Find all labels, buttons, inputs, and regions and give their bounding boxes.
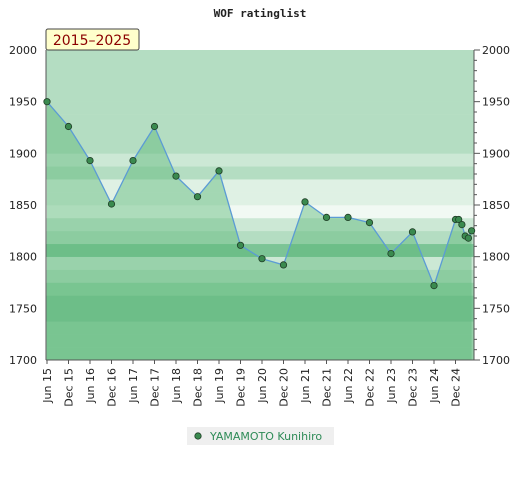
rating-point bbox=[172, 172, 180, 180]
y-tick-label-right: 2000 bbox=[482, 44, 510, 57]
x-tick-label: Dec 22 bbox=[364, 368, 377, 407]
rating-point bbox=[150, 122, 159, 131]
x-tick-label: Dec 15 bbox=[63, 368, 76, 407]
axes: 1700 1700 1750 1750 1800 1800 1850 1850 1900 1900… bbox=[9, 44, 510, 407]
x-tick-label: Jun 22 bbox=[342, 368, 355, 404]
x-tick-label: Jun 23 bbox=[385, 368, 398, 404]
background-band bbox=[46, 62, 474, 77]
x-tick-label: Jun 19 bbox=[213, 368, 226, 404]
x-tick-label: Jun 18 bbox=[170, 368, 183, 404]
legend-series-name: YAMAMOTO Kunihiro bbox=[209, 430, 322, 443]
x-tick-label: Jun 16 bbox=[84, 368, 97, 404]
background-band bbox=[46, 114, 474, 128]
rating-markers bbox=[43, 98, 476, 290]
rating-point bbox=[344, 213, 352, 221]
x-tick-label: Jun 24 bbox=[428, 368, 441, 404]
rating-point bbox=[258, 255, 266, 263]
chart-title: WOF ratinglist bbox=[214, 7, 307, 20]
rating-point bbox=[467, 227, 476, 235]
rating-point bbox=[430, 281, 438, 290]
background-band bbox=[46, 166, 474, 180]
background-band bbox=[46, 205, 474, 219]
rating-point bbox=[193, 193, 202, 201]
background-band bbox=[46, 334, 474, 348]
x-tick-label: Jun 21 bbox=[299, 368, 312, 404]
y-tick-label-right: 1950 bbox=[482, 96, 510, 109]
y-tick-label-left: 1850 bbox=[9, 199, 37, 212]
rating-point bbox=[365, 219, 374, 227]
background-band bbox=[46, 321, 474, 335]
rating-area-fill bbox=[47, 101, 472, 360]
x-tick-label: Dec 20 bbox=[278, 368, 291, 407]
background-band bbox=[46, 101, 474, 115]
rating-point bbox=[455, 215, 463, 224]
x-tick-label: Dec 23 bbox=[407, 368, 420, 407]
rating-point bbox=[215, 167, 223, 175]
rating-point bbox=[301, 198, 309, 206]
background-band bbox=[46, 269, 474, 283]
background-bands bbox=[46, 50, 474, 361]
rating-point bbox=[464, 234, 472, 242]
legend-marker bbox=[194, 432, 202, 440]
background-band bbox=[46, 88, 474, 102]
background-band bbox=[46, 127, 474, 141]
rating-point bbox=[107, 200, 116, 208]
x-tick-label: Dec 19 bbox=[235, 368, 248, 407]
background-band bbox=[46, 230, 474, 245]
x-tick-label: Dec 18 bbox=[192, 368, 205, 407]
period-badge-box bbox=[45, 28, 140, 51]
rating-point bbox=[387, 250, 395, 258]
period-badge: 2015–2025 bbox=[45, 28, 140, 51]
rating-point bbox=[458, 221, 466, 229]
y-tick-label-left: 2000 bbox=[9, 44, 37, 57]
background-band bbox=[46, 282, 474, 296]
x-tick-label: Jun 17 bbox=[127, 368, 140, 404]
x-tick-label: Jun 20 bbox=[256, 368, 269, 404]
background-band bbox=[46, 243, 474, 257]
y-tick-label-left: 1800 bbox=[9, 251, 37, 264]
x-tick-label: Jun 15 bbox=[41, 368, 54, 404]
rating-point bbox=[322, 213, 331, 221]
rating-point bbox=[408, 228, 417, 236]
y-tick-label-left: 1900 bbox=[9, 147, 37, 160]
rating-point bbox=[64, 122, 73, 131]
y-tick-label-left: 1700 bbox=[9, 354, 37, 367]
background-band bbox=[46, 140, 474, 154]
x-tick-label: Dec 24 bbox=[450, 368, 463, 407]
y-tick-label-right: 1850 bbox=[482, 199, 510, 212]
background-band bbox=[46, 347, 474, 361]
y-tick-label-right: 1750 bbox=[482, 302, 510, 315]
y-tick-label-left: 1750 bbox=[9, 302, 37, 315]
x-tick-label: Dec 16 bbox=[106, 368, 119, 407]
rating-point bbox=[129, 157, 137, 165]
background-band bbox=[46, 75, 474, 90]
x-tick-label: Dec 21 bbox=[321, 368, 334, 407]
rating-point bbox=[43, 98, 51, 106]
background-band bbox=[46, 153, 474, 167]
y-tick-label-left: 1950 bbox=[9, 96, 37, 109]
background-band bbox=[46, 256, 474, 270]
rating-point bbox=[86, 157, 94, 165]
background-band bbox=[46, 295, 474, 309]
legend-box bbox=[187, 427, 334, 445]
y-tick-label-right: 1800 bbox=[482, 251, 510, 264]
background-band bbox=[46, 192, 474, 206]
rating-point bbox=[236, 241, 245, 249]
period-badge-label: 2015–2025 bbox=[53, 33, 131, 49]
background-band bbox=[46, 308, 474, 322]
y-tick-label-right: 1700 bbox=[482, 354, 510, 367]
x-tick-label: Dec 17 bbox=[149, 368, 162, 407]
y-tick-label-right: 1900 bbox=[482, 147, 510, 160]
legend: YAMAMOTO Kunihiro bbox=[187, 427, 334, 445]
rating-point bbox=[279, 261, 288, 269]
background-band bbox=[46, 179, 474, 193]
background-band bbox=[46, 50, 474, 64]
